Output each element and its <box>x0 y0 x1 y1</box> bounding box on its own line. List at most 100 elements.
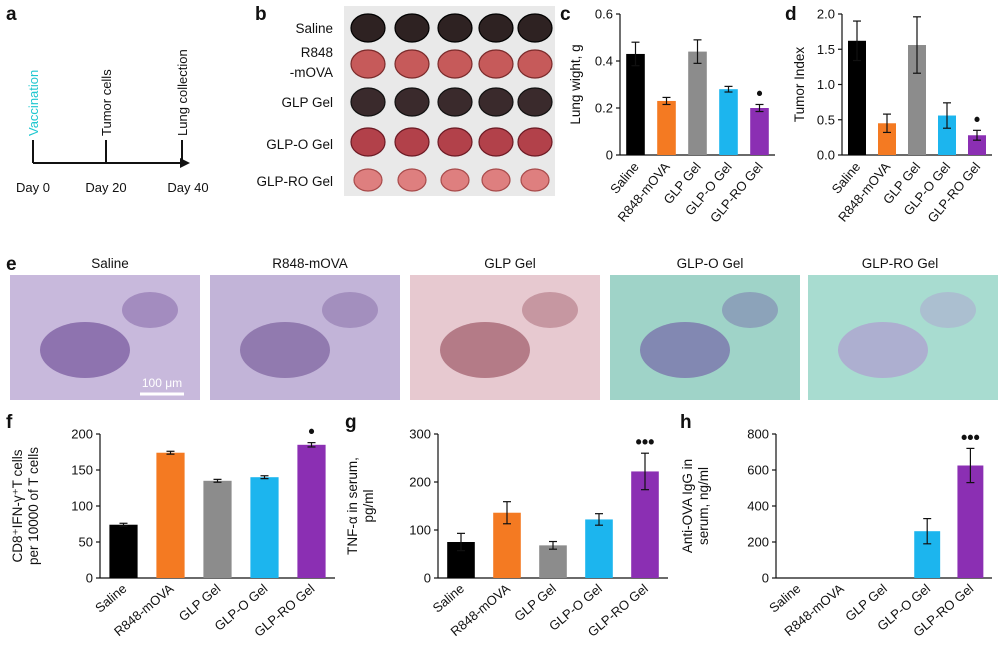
bar-glp-o-gel <box>938 115 956 155</box>
bar-r848-mova <box>878 123 896 155</box>
y-axis-label: Lung wight, g <box>568 44 583 124</box>
histology-label-glp-o: GLP-O Gel <box>677 256 744 271</box>
y-axis-label: per 10000 of T cells <box>26 447 41 565</box>
y-tick-label: 0.2 <box>595 101 613 116</box>
bar-glp-gel <box>203 480 232 578</box>
lung-row-label-r848-line1: R848 <box>301 45 333 60</box>
histology-row: Saline R848-mOVA GLP Gel GLP-O Gel GLP-R… <box>10 256 998 400</box>
y-tick-label: 1.0 <box>817 77 835 92</box>
histology-feature-4 <box>838 322 928 378</box>
panel-label-g: g <box>345 412 357 433</box>
lung-sample-2-1 <box>394 87 430 117</box>
y-axis-label: Tumor Index <box>792 47 807 123</box>
y-tick-label: 0.6 <box>595 7 613 22</box>
lung-row-label-glp-o: GLP-O Gel <box>266 137 333 152</box>
panel-label-d: d <box>785 4 797 25</box>
bar-glp-o-gel <box>250 477 279 578</box>
lung-photos: Saline R848 -mOVA GLP Gel GLP-O Gel GLP-… <box>256 6 555 196</box>
lung-sample-2-0 <box>350 87 386 117</box>
lung-sample-4-4 <box>520 168 550 192</box>
bar-saline <box>109 524 138 578</box>
timeline: Vaccination Tumor cells Lung collection … <box>16 49 209 195</box>
significance-marker: ••• <box>636 432 655 452</box>
y-tick-label: 100 <box>71 499 93 514</box>
lung-sample-0-4 <box>517 13 553 43</box>
y-tick-label: 2.0 <box>817 7 835 22</box>
x-category-label: Saline <box>430 581 467 616</box>
lung-row-label-glp-ro: GLP-RO Gel <box>256 174 333 189</box>
bar-glp-ro-gel <box>297 444 326 578</box>
y-tick-label: 0 <box>86 571 93 586</box>
timeline-day-0: Day 0 <box>16 180 50 195</box>
histology-label-glp-ro: GLP-RO Gel <box>862 256 939 271</box>
lung-sample-3-1 <box>394 127 430 157</box>
histology-feature-0 <box>40 322 130 378</box>
lung-row-label-saline: Saline <box>295 21 333 36</box>
timeline-day-40: Day 40 <box>167 180 208 195</box>
y-axis-label: CD8⁺IFN-γ⁺T cells <box>10 449 25 562</box>
histology-label-glp: GLP Gel <box>484 256 536 271</box>
y-tick-label: 600 <box>747 463 769 478</box>
y-tick-label: 0.5 <box>817 112 835 127</box>
bar-glp-o-gel <box>585 519 613 578</box>
bar-glp-gel <box>908 45 926 155</box>
lung-sample-3-4 <box>517 127 553 157</box>
histology-feature-2 <box>440 322 530 378</box>
histology-feature-3 <box>640 322 730 378</box>
timeline-day-20: Day 20 <box>85 180 126 195</box>
panel-label-f: f <box>6 412 13 433</box>
y-tick-label: 100 <box>409 523 431 538</box>
y-tick-label: 400 <box>747 499 769 514</box>
significance-marker: ••• <box>961 427 980 447</box>
y-tick-label: 0.4 <box>595 54 613 69</box>
lung-sample-2-3 <box>478 87 514 117</box>
panel-label-a: a <box>6 4 17 25</box>
y-tick-label: 150 <box>71 463 93 478</box>
significance-marker: • <box>308 422 314 442</box>
panel-label-h: h <box>680 412 692 433</box>
bar-glp-gel <box>688 51 707 155</box>
bar-glp-gel <box>539 545 567 578</box>
bar-glp-o-gel <box>719 89 738 155</box>
histology-label-saline: Saline <box>91 256 129 271</box>
bar-r848-mova <box>156 452 185 578</box>
lung-sample-0-1 <box>394 13 430 43</box>
panel-label-e: e <box>6 254 17 275</box>
bar-glp-ro-gel <box>957 465 984 578</box>
y-tick-label: 0 <box>762 571 769 586</box>
significance-marker: • <box>974 109 980 129</box>
bar-glp-ro-gel <box>750 108 769 155</box>
y-tick-label: 1.5 <box>817 42 835 57</box>
chart-h-anti-ova-igg: 0 200 400 600 800 Anti-OVA IgG in serum, ng/ml… <box>680 427 992 640</box>
histology-feature-1 <box>240 322 330 378</box>
bar-glp-ro-gel <box>968 135 986 155</box>
y-tick-label: 200 <box>747 535 769 550</box>
lung-sample-0-3 <box>478 13 514 43</box>
y-tick-label: 200 <box>71 427 93 442</box>
lung-row-label-r848-line2: -mOVA <box>290 65 333 80</box>
y-tick-label: 200 <box>409 475 431 490</box>
lung-sample-4-0 <box>353 168 383 192</box>
y-axis-label: Anti-OVA IgG in <box>680 459 695 553</box>
lung-sample-3-3 <box>478 127 514 157</box>
x-category-label: Saline <box>92 581 129 616</box>
histology-feature-b-1 <box>322 292 378 328</box>
y-tick-label: 300 <box>409 427 431 442</box>
lung-sample-1-4 <box>517 49 553 79</box>
lung-sample-4-1 <box>397 168 427 192</box>
bar-r848-mova <box>657 100 676 155</box>
histology-feature-b-4 <box>920 292 976 328</box>
lung-sample-4-2 <box>440 168 470 192</box>
lung-sample-1-1 <box>394 49 430 79</box>
timeline-event-vaccination: Vaccination <box>26 70 41 136</box>
y-axis-label: pg/ml <box>361 489 376 522</box>
lung-sample-1-0 <box>350 49 386 79</box>
lung-sample-1-3 <box>478 49 514 79</box>
x-category-label: Saline <box>766 581 803 616</box>
bar-saline <box>848 40 866 155</box>
chart-f-cd8-cells: 0 50 100 150 200 CD8⁺IFN-γ⁺T cells per 10000 o… <box>10 422 335 640</box>
